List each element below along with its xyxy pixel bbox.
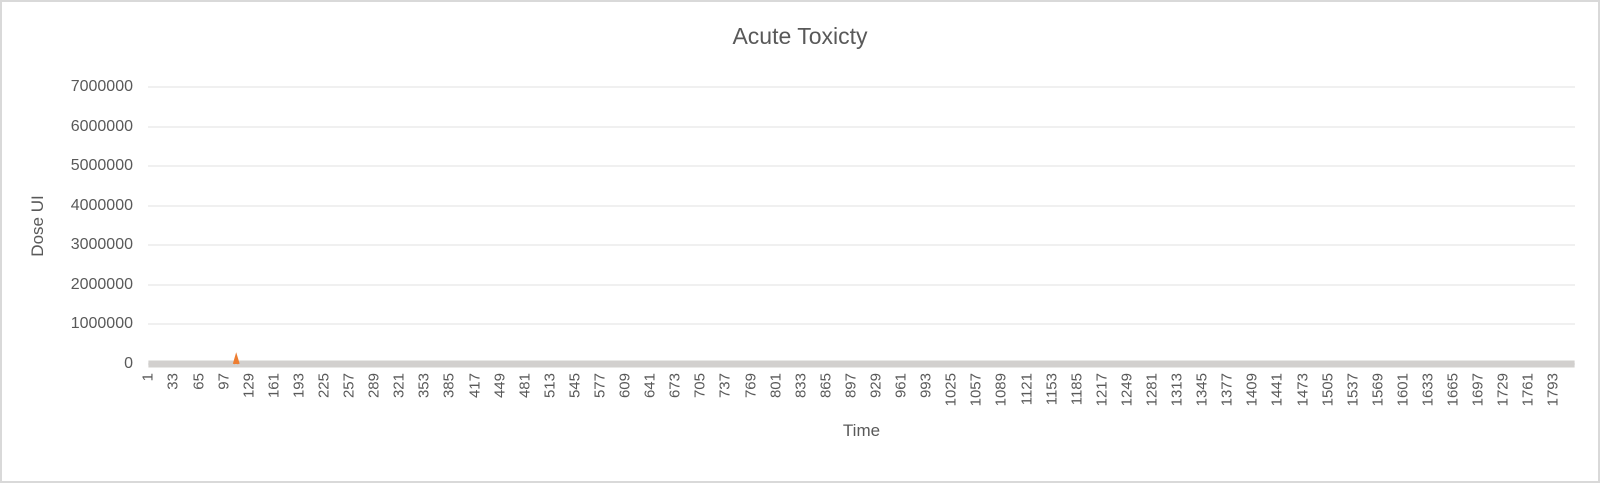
x-tick-label: 1377 (1218, 373, 1236, 407)
x-tick-label: 1313 (1168, 373, 1186, 407)
x-tick-label: 481 (516, 373, 534, 399)
x-tick-label: 1729 (1494, 373, 1512, 407)
x-tick-label: 1249 (1118, 373, 1136, 407)
x-tick-label: 1537 (1344, 373, 1362, 407)
x-tick-label: 417 (466, 373, 484, 399)
gridline (148, 126, 1575, 128)
x-tick-label: 1057 (967, 373, 985, 407)
x-tick-label: 865 (817, 373, 835, 399)
x-tick-label: 385 (440, 373, 458, 399)
x-tick-label: 1025 (942, 373, 960, 407)
x-axis-tick-labels: 1 33 65 97 129 161 193 225 257 289 321 353 385 417 449… (140, 373, 1575, 419)
y-tick-label: 2000000 (70, 275, 133, 293)
x-tick-label: 1409 (1243, 373, 1261, 407)
gridline (148, 86, 1575, 88)
chart-title: Acute Toxicty (732, 23, 868, 49)
y-tick-label: 4000000 (70, 196, 133, 214)
x-tick-label: 97 (215, 373, 233, 390)
x-tick-label: 1665 (1444, 373, 1462, 407)
gridline (148, 284, 1575, 286)
x-axis-title: Time (842, 421, 881, 440)
x-tick-label: 1185 (1068, 373, 1086, 406)
x-tick-label: 449 (491, 373, 509, 399)
x-tick-label: 737 (716, 373, 734, 399)
x-tick-label: 641 (641, 373, 659, 399)
x-tick-label: 577 (591, 373, 609, 399)
y-tick-label: 6000000 (70, 117, 133, 135)
x-tick-label: 545 (566, 373, 584, 399)
x-tick-label: 1121 (1018, 373, 1036, 406)
x-tick-label: 1217 (1093, 373, 1111, 407)
x-tick-label: 1505 (1319, 373, 1337, 407)
x-tick-label: 769 (742, 373, 760, 399)
x-tick-label: 353 (415, 373, 433, 399)
y-tick-label: 0 (124, 355, 133, 372)
x-tick-label: 193 (290, 373, 308, 399)
x-tick-label: 1441 (1268, 373, 1286, 407)
x-tick-label: 161 (265, 373, 283, 399)
x-tick-label: 801 (767, 373, 785, 399)
x-tick-label: 993 (917, 373, 935, 399)
x-tick-label: 225 (315, 373, 333, 399)
series-spike (232, 352, 240, 365)
y-axis-tick-labels: 0 1000000 2000000 3000000 4000000 5000000 6000… (2, 78, 133, 372)
y-tick-label: 5000000 (70, 157, 133, 175)
y-tick-label: 7000000 (70, 78, 133, 95)
x-tick-label: 1473 (1294, 373, 1312, 407)
x-tick-label: 1089 (992, 373, 1010, 407)
gridline (148, 244, 1575, 246)
x-tick-label: 321 (390, 373, 408, 399)
series-lines (148, 352, 1575, 368)
x-tick-label: 1601 (1394, 373, 1412, 407)
x-tick-label: 1761 (1519, 373, 1537, 407)
x-tick-label: 1569 (1369, 373, 1387, 407)
x-tick-label: 513 (541, 373, 559, 399)
x-tick-label: 257 (340, 373, 358, 399)
x-tick-label: 833 (792, 373, 810, 399)
x-tick-label: 961 (892, 373, 910, 399)
x-tick-label: 673 (666, 373, 684, 399)
x-tick-label: 929 (867, 373, 885, 399)
x-tick-label: 129 (240, 373, 258, 399)
x-tick-label: 33 (164, 373, 182, 390)
x-tick-label: 1281 (1143, 373, 1161, 407)
x-tick-label: 65 (190, 373, 208, 390)
x-tick-label: 705 (691, 373, 709, 399)
x-tick-label: 289 (365, 373, 383, 399)
x-tick-label: 1697 (1469, 373, 1487, 407)
x-tick-label: 1633 (1419, 373, 1437, 407)
x-tick-label: 897 (842, 373, 860, 399)
gridline (148, 323, 1575, 325)
gridline (148, 165, 1575, 167)
plot-area (148, 86, 1575, 368)
x-tick-label: 1793 (1544, 373, 1562, 407)
y-tick-label: 1000000 (70, 315, 133, 333)
gridline (148, 205, 1575, 207)
x-tick-label: 609 (616, 373, 634, 399)
x-tick-label: 1345 (1193, 373, 1211, 407)
y-tick-label: 3000000 (70, 236, 133, 254)
x-tick-label: 1 (139, 373, 157, 382)
x-tick-label: 1153 (1043, 373, 1061, 406)
